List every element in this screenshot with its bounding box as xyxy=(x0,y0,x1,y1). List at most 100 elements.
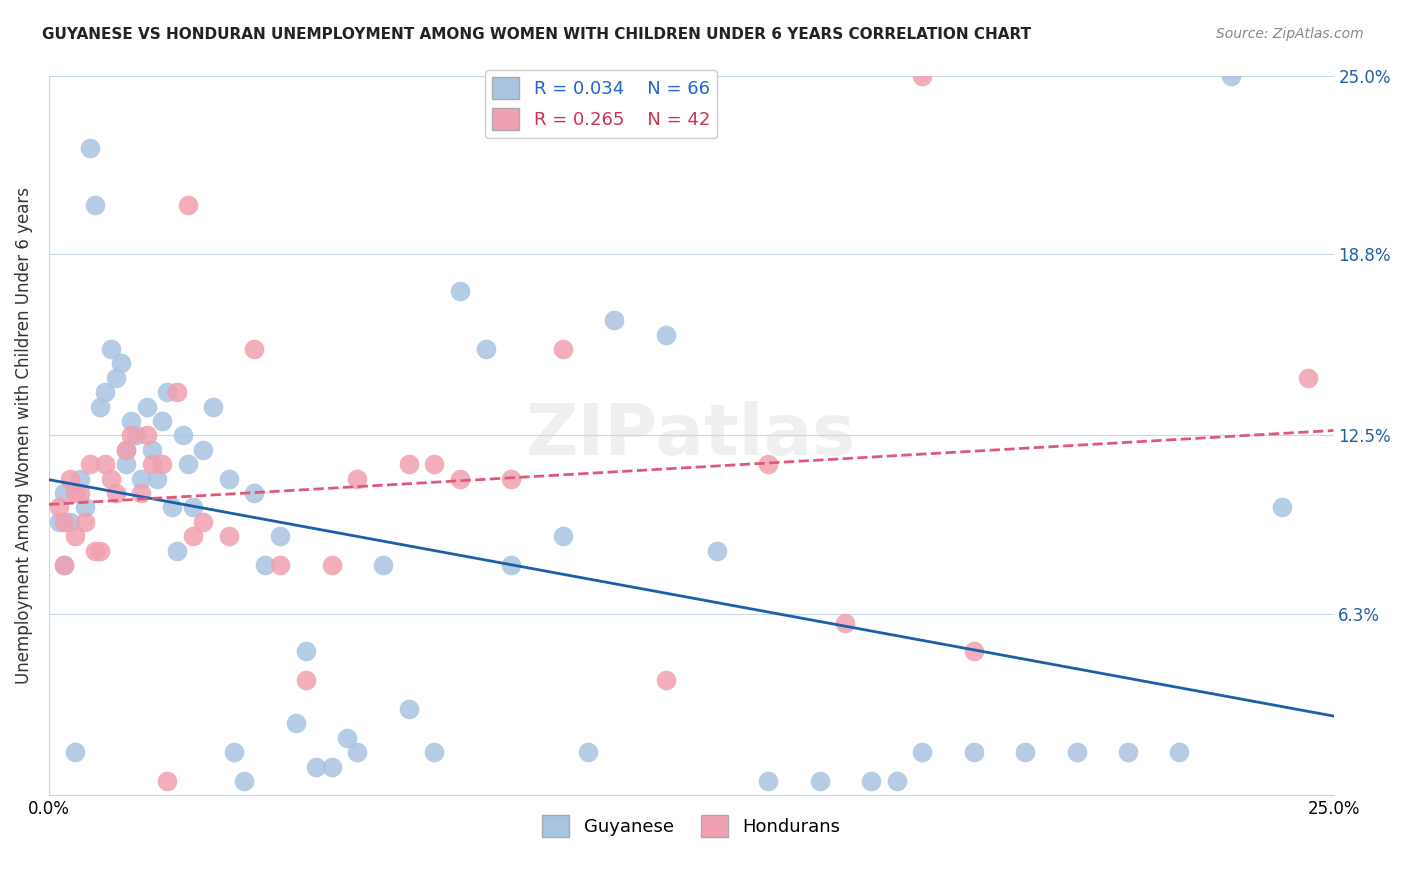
Point xyxy=(501,558,523,572)
Point xyxy=(115,457,138,471)
Point xyxy=(162,500,184,515)
Point xyxy=(131,472,153,486)
Point xyxy=(706,543,728,558)
Point xyxy=(336,731,359,745)
Point xyxy=(181,500,204,515)
Point xyxy=(79,457,101,471)
Point xyxy=(177,457,200,471)
Point xyxy=(423,745,446,759)
Point xyxy=(233,774,256,789)
Point xyxy=(115,442,138,457)
Point xyxy=(886,774,908,789)
Point xyxy=(94,457,117,471)
Point xyxy=(94,385,117,400)
Point xyxy=(69,486,91,500)
Point xyxy=(269,558,291,572)
Point xyxy=(53,486,76,500)
Point xyxy=(551,342,574,356)
Point xyxy=(295,673,318,688)
Point xyxy=(69,472,91,486)
Point xyxy=(146,472,169,486)
Point xyxy=(501,472,523,486)
Y-axis label: Unemployment Among Women with Children Under 6 years: Unemployment Among Women with Children U… xyxy=(15,187,32,684)
Point xyxy=(58,472,80,486)
Point xyxy=(474,342,496,356)
Point xyxy=(84,543,107,558)
Point xyxy=(756,774,779,789)
Point xyxy=(398,457,420,471)
Legend: Guyanese, Hondurans: Guyanese, Hondurans xyxy=(534,807,848,844)
Point xyxy=(346,745,368,759)
Point xyxy=(963,745,986,759)
Point xyxy=(1296,371,1319,385)
Point xyxy=(115,442,138,457)
Point xyxy=(911,69,934,83)
Point xyxy=(104,371,127,385)
Point xyxy=(181,529,204,543)
Point xyxy=(89,543,111,558)
Point xyxy=(166,543,188,558)
Point xyxy=(110,356,132,370)
Text: ZIPatlas: ZIPatlas xyxy=(526,401,856,470)
Point xyxy=(63,529,86,543)
Point xyxy=(120,428,142,442)
Point xyxy=(1014,745,1036,759)
Point xyxy=(860,774,883,789)
Point xyxy=(654,327,676,342)
Point xyxy=(120,414,142,428)
Point xyxy=(398,702,420,716)
Point xyxy=(449,472,471,486)
Point xyxy=(202,400,225,414)
Point xyxy=(53,515,76,529)
Point xyxy=(963,644,986,658)
Point xyxy=(284,716,307,731)
Point xyxy=(808,774,831,789)
Point xyxy=(243,342,266,356)
Point xyxy=(1219,69,1241,83)
Point xyxy=(449,285,471,299)
Point xyxy=(131,486,153,500)
Point xyxy=(58,515,80,529)
Point xyxy=(177,198,200,212)
Point xyxy=(53,558,76,572)
Point xyxy=(150,457,173,471)
Point xyxy=(1168,745,1191,759)
Point xyxy=(218,529,240,543)
Point xyxy=(191,515,214,529)
Point xyxy=(1271,500,1294,515)
Point xyxy=(321,759,343,773)
Point xyxy=(218,472,240,486)
Point xyxy=(100,342,122,356)
Point xyxy=(603,313,626,327)
Point xyxy=(104,486,127,500)
Point xyxy=(371,558,394,572)
Point xyxy=(79,140,101,154)
Point xyxy=(1116,745,1139,759)
Text: GUYANESE VS HONDURAN UNEMPLOYMENT AMONG WOMEN WITH CHILDREN UNDER 6 YEARS CORREL: GUYANESE VS HONDURAN UNEMPLOYMENT AMONG … xyxy=(42,27,1032,42)
Point xyxy=(243,486,266,500)
Point xyxy=(156,774,179,789)
Point xyxy=(89,400,111,414)
Point xyxy=(100,472,122,486)
Point xyxy=(578,745,600,759)
Text: Source: ZipAtlas.com: Source: ZipAtlas.com xyxy=(1216,27,1364,41)
Point xyxy=(654,673,676,688)
Point xyxy=(222,745,245,759)
Point xyxy=(321,558,343,572)
Point xyxy=(141,457,163,471)
Point xyxy=(48,500,70,515)
Point xyxy=(156,385,179,400)
Point xyxy=(73,500,96,515)
Point xyxy=(269,529,291,543)
Point xyxy=(73,515,96,529)
Point xyxy=(135,400,157,414)
Point xyxy=(150,414,173,428)
Point xyxy=(172,428,194,442)
Point xyxy=(756,457,779,471)
Point xyxy=(346,472,368,486)
Point xyxy=(551,529,574,543)
Point xyxy=(84,198,107,212)
Point xyxy=(48,515,70,529)
Point xyxy=(305,759,328,773)
Point xyxy=(141,442,163,457)
